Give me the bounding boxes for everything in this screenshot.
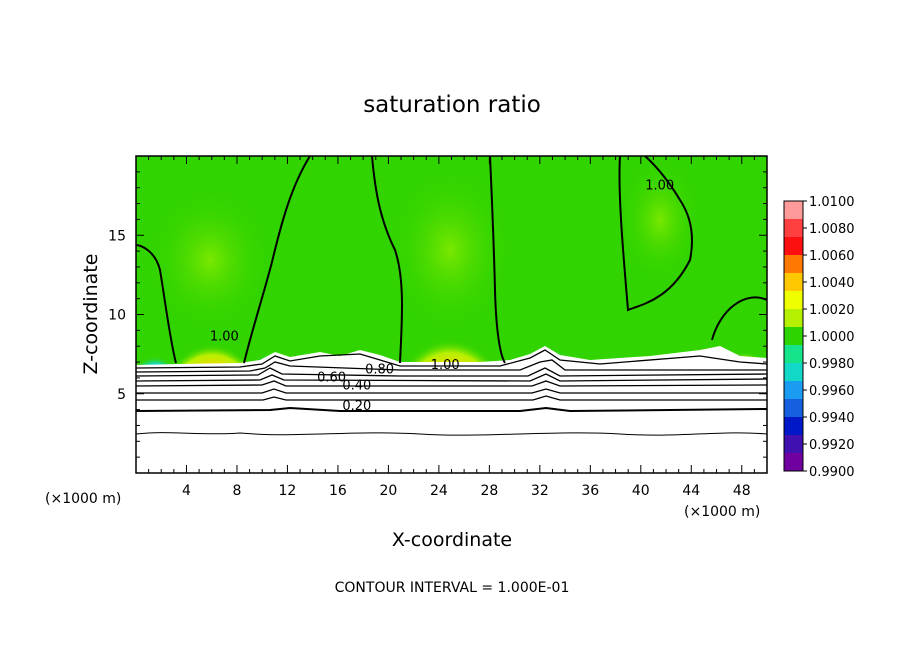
lower-layer (136, 346, 767, 473)
contour-label: 0.80 (365, 363, 394, 378)
colorbar-swatch (784, 255, 803, 274)
y-tick-label: 10 (108, 308, 126, 324)
x-tick-label: 24 (430, 483, 448, 499)
colorbar-swatch (784, 201, 803, 220)
colorbar-swatch (784, 327, 803, 346)
x-tick-label: 36 (581, 483, 599, 499)
contour-label: 0.60 (317, 370, 346, 385)
x-tick-label: 20 (379, 483, 397, 499)
colorbar-label: 0.9960 (809, 384, 855, 399)
y-tick-label: 5 (117, 387, 126, 403)
contour-line-1.00 (618, 156, 693, 312)
x-tick-label: 4 (182, 483, 191, 499)
contour-line-0.20 (136, 406, 767, 413)
field-soft-region (620, 160, 700, 280)
colorbar-swatch (784, 219, 803, 238)
contour-interval-note: CONTOUR INTERVAL = 1.000E-01 (335, 580, 570, 596)
contour-line-0.30 (136, 395, 767, 401)
contour-line-0.90 (136, 349, 767, 369)
contour-line-1.00 (136, 244, 177, 364)
chart-title: saturation ratio (363, 92, 541, 118)
x-unit-right: (×1000 m) (684, 504, 760, 520)
colorbar-label: 0.9900 (809, 465, 855, 480)
colorbar-label: 1.0100 (809, 195, 855, 210)
y-axis-label: Z-coordinate (80, 254, 102, 375)
colorbar-label: 0.9940 (809, 411, 855, 426)
colorbar-label: 0.9980 (809, 357, 855, 372)
colorbar-swatch (784, 417, 803, 436)
colorbar-swatch (784, 381, 803, 400)
contour-line-0.70 (136, 367, 767, 377)
contour-label: 1.00 (645, 179, 674, 194)
colorbar-swatch (784, 309, 803, 328)
colorbar-label: 1.0060 (809, 249, 855, 264)
contour-line-0.40 (136, 388, 767, 394)
x-tick-label: 32 (531, 483, 549, 499)
x-tick-label: 40 (632, 483, 650, 499)
x-tick-label: 44 (682, 483, 700, 499)
x-tick-label: 48 (733, 483, 751, 499)
colorbar-label: 1.0020 (809, 303, 855, 318)
contour-line-1.00 (371, 156, 404, 364)
contour-label: 1.00 (431, 358, 460, 373)
x-tick-label: 8 (232, 483, 241, 499)
colorbar-swatch (784, 237, 803, 256)
contour-label: 1.00 (210, 329, 239, 344)
contour-label: 0.20 (342, 399, 371, 414)
colorbar-swatch (784, 345, 803, 364)
contour-line-0.80 (136, 359, 767, 373)
colorbar-swatch (784, 399, 803, 418)
contour-line-0.10 (136, 432, 767, 436)
contour-lines (136, 156, 767, 436)
x-axis-label: X-coordinate (392, 529, 512, 551)
colorbar-label: 1.0040 (809, 276, 855, 291)
contour-labels: 1.00 1.00 1.00 0.80 0.600.40 0.20 (210, 179, 674, 414)
colorbar-label: 1.0000 (809, 330, 855, 345)
contour-line-1.00 (243, 156, 311, 364)
x-tick-label: 28 (480, 483, 498, 499)
contour-line-0.60 (136, 373, 767, 382)
y-tick-label: 15 (108, 228, 126, 244)
colorbar-swatch (784, 435, 803, 454)
contour-label: 0.40 (342, 378, 371, 393)
colorbar: 1.0100 1.0080 1.0060 1.0040 1.0020 1.0000 0.99… (783, 195, 855, 480)
colorbar-swatch (784, 363, 803, 382)
x-tick-label: 16 (329, 483, 347, 499)
x-unit-left: (×1000 m) (45, 491, 121, 507)
x-tick-label: 12 (279, 483, 297, 499)
colorbar-swatch (784, 453, 803, 472)
plot-area (136, 156, 767, 473)
contour-line-1.00 (711, 296, 767, 341)
colorbar-swatch (784, 273, 803, 292)
colorbar-label: 0.9920 (809, 438, 855, 453)
contour-line-0.50 (136, 380, 767, 387)
contour-line-1.00 (489, 156, 506, 364)
colorbar-label: 1.0080 (809, 222, 855, 237)
colorbar-swatch (784, 291, 803, 310)
